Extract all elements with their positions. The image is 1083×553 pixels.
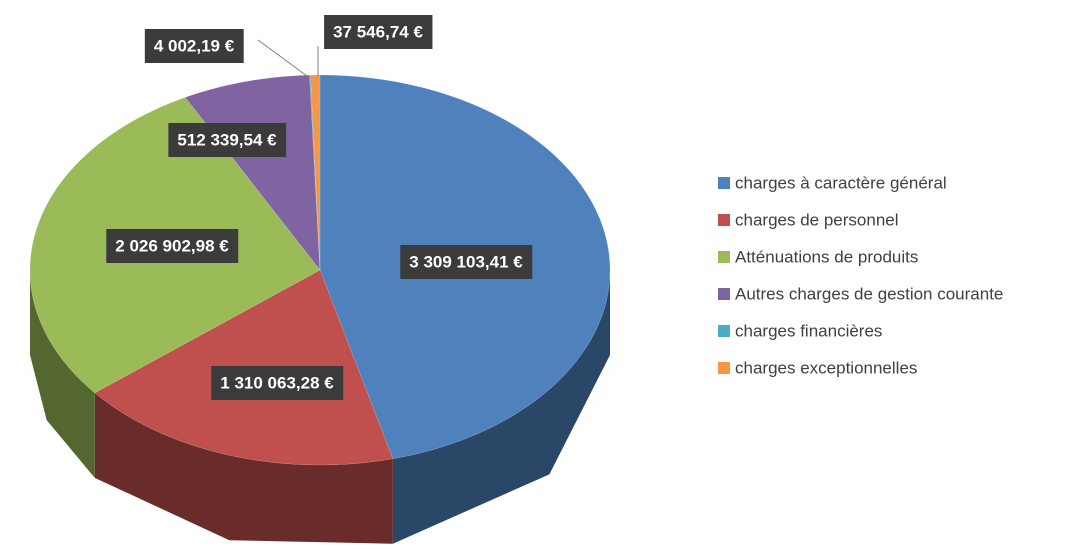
legend-swatch: [718, 214, 730, 226]
data-label: 1 310 063,28 €: [220, 373, 334, 392]
legend-swatch: [718, 362, 730, 374]
pie-slice: [309, 74, 321, 271]
legend-swatch: [718, 251, 730, 263]
pie-side: [30, 270, 95, 478]
legend-label: Autres charges de gestion courante: [735, 284, 1003, 303]
legend-swatch: [718, 288, 730, 300]
data-label: 3 309 103,41 €: [409, 252, 523, 271]
legend-swatch: [718, 177, 730, 189]
legend-label: charges financières: [735, 321, 882, 340]
pie-side: [94, 392, 393, 544]
data-label: 2 026 902,98 €: [115, 236, 229, 255]
data-label: 37 546,74 €: [333, 22, 423, 41]
data-label-box: [400, 245, 533, 279]
data-label: 4 002,19 €: [154, 36, 235, 55]
legend-label: charges de personnel: [735, 210, 899, 229]
pie-slice: [310, 74, 321, 271]
leader-line: [257, 39, 308, 77]
data-label-box: [168, 123, 287, 157]
legend-label: charges à caractère général: [735, 173, 947, 192]
legend-swatch: [718, 325, 730, 337]
data-label-box: [144, 29, 244, 63]
data-label-box: [324, 15, 433, 49]
pie-side: [392, 270, 610, 544]
data-label-box: [211, 366, 344, 400]
data-label-box: [106, 229, 239, 263]
legend-label: Atténuations de produits: [735, 247, 918, 266]
data-label: 512 339,54 €: [177, 130, 277, 149]
legend-label: charges exceptionnelles: [735, 358, 917, 377]
